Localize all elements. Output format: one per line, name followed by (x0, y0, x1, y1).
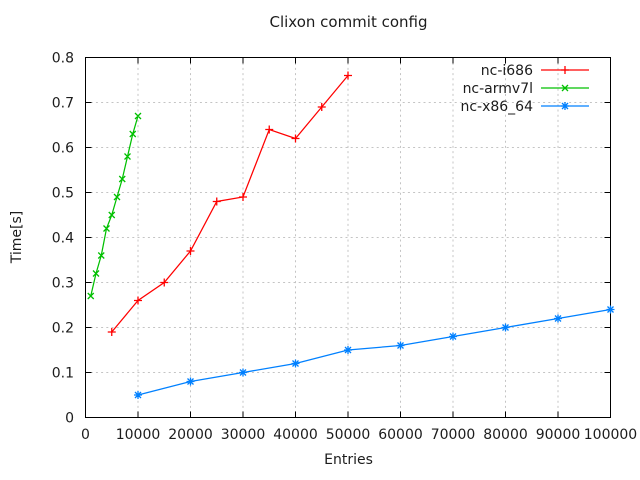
series-line-nc-armv7l (90, 115, 139, 297)
legend-label-nc-i686: nc-i686 (481, 63, 533, 79)
series-markers-nc-i686 (107, 71, 352, 336)
x-tick-label: 20000 (168, 427, 213, 443)
x-tick-label: 80000 (483, 427, 528, 443)
y-tick-label: 0.1 (52, 366, 74, 382)
x-tick-label: 30000 (221, 427, 266, 443)
x-tick-label: 90000 (536, 427, 581, 443)
y-tick-label: 0 (65, 411, 74, 427)
x-tick-label: 50000 (326, 427, 371, 443)
y-tick-label: 0.7 (52, 96, 74, 112)
x-axis-label: Entries (324, 452, 373, 468)
x-tick-label: 100000 (584, 427, 637, 443)
y-tick-label: 0.6 (52, 141, 74, 157)
series-line-nc-x86_64 (137, 308, 611, 396)
y-tick-label: 0.4 (52, 231, 74, 247)
series-markers-nc-x86_64 (134, 305, 615, 399)
y-tick-label: 0.8 (52, 51, 74, 67)
legend-label-nc-x86_64: nc-x86_64 (460, 99, 533, 115)
legend-label-nc-armv7l: nc-armv7l (463, 81, 533, 97)
y-tick-label: 0.3 (52, 276, 74, 292)
x-tick-label: 70000 (431, 427, 476, 443)
series-line-nc-i686 (111, 75, 349, 333)
legend-marker-nc-armv7l (561, 84, 569, 92)
y-axis-label: Time[s] (9, 210, 25, 264)
legend-marker-nc-x86_64 (561, 102, 569, 110)
y-tick-label: 0.5 (52, 186, 74, 202)
legend-marker-nc-i686 (561, 66, 569, 74)
chart-title: Clixon commit config (269, 13, 428, 31)
plot-border (85, 57, 611, 418)
x-tick-label: 10000 (116, 427, 161, 443)
series-markers-nc-armv7l (87, 112, 142, 300)
y-tick-label: 0.2 (52, 321, 74, 337)
x-tick-label: 40000 (273, 427, 318, 443)
x-tick-label: 60000 (378, 427, 423, 443)
x-tick-label: 0 (81, 427, 90, 443)
